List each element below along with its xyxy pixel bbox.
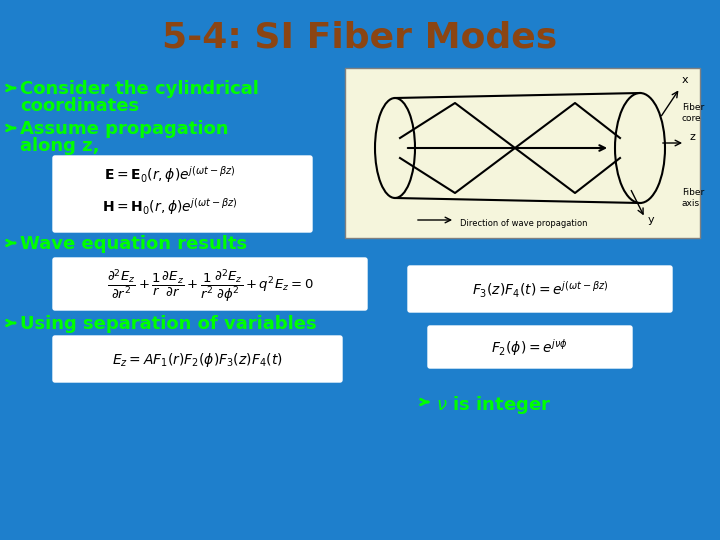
- Text: $\mathbf{H} = \mathbf{H}_0(r,\phi)e^{j(\omega t-\beta z)}$: $\mathbf{H} = \mathbf{H}_0(r,\phi)e^{j(\…: [102, 197, 238, 218]
- FancyBboxPatch shape: [53, 258, 367, 310]
- Text: Wave equation results: Wave equation results: [20, 235, 247, 253]
- FancyBboxPatch shape: [53, 156, 312, 232]
- Text: z: z: [690, 132, 696, 142]
- Text: $\mathbf{E} = \mathbf{E}_0(r,\phi)e^{j(\omega t-\beta z)}$: $\mathbf{E} = \mathbf{E}_0(r,\phi)e^{j(\…: [104, 165, 235, 185]
- Text: Fiber
core: Fiber core: [682, 103, 704, 123]
- Text: Direction of wave propagation: Direction of wave propagation: [460, 219, 588, 228]
- Text: Assume propagation: Assume propagation: [20, 120, 228, 138]
- Text: Consider the cylindrical: Consider the cylindrical: [20, 80, 259, 98]
- FancyBboxPatch shape: [345, 68, 700, 238]
- Text: $F_3(z)F_4(t) = e^{j(\omega t-\beta z)}$: $F_3(z)F_4(t) = e^{j(\omega t-\beta z)}$: [472, 280, 608, 300]
- FancyBboxPatch shape: [428, 326, 632, 368]
- FancyBboxPatch shape: [408, 266, 672, 312]
- Text: Using separation of variables: Using separation of variables: [20, 315, 317, 333]
- Text: x: x: [682, 75, 688, 85]
- Text: $E_z = AF_1(r)F_2(\phi)F_3(z)F_4(t)$: $E_z = AF_1(r)F_2(\phi)F_3(z)F_4(t)$: [112, 351, 282, 369]
- Text: Fiber
axis: Fiber axis: [682, 188, 704, 208]
- FancyBboxPatch shape: [53, 336, 342, 382]
- Text: 5-4: SI Fiber Modes: 5-4: SI Fiber Modes: [163, 21, 557, 55]
- Text: y: y: [648, 215, 654, 225]
- Text: along z,: along z,: [20, 137, 99, 155]
- Text: $\dfrac{\partial^2 E_z}{\partial r^2} + \dfrac{1}{r}\dfrac{\partial E_z}{\partia: $\dfrac{\partial^2 E_z}{\partial r^2} + …: [107, 267, 313, 305]
- Text: $F_2(\phi) = e^{j\nu\phi}$: $F_2(\phi) = e^{j\nu\phi}$: [492, 338, 569, 359]
- Text: $\nu$ is integer: $\nu$ is integer: [436, 394, 552, 416]
- Text: coordinates: coordinates: [20, 97, 139, 115]
